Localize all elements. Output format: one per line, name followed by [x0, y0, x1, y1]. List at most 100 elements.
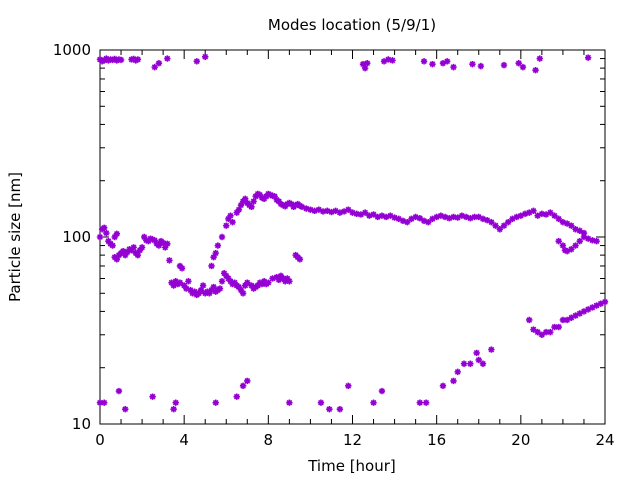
data-point — [147, 235, 154, 242]
data-point — [454, 368, 461, 376]
data-point — [433, 213, 440, 221]
data-point — [191, 288, 198, 295]
data-point — [572, 226, 579, 233]
data-point — [235, 206, 243, 213]
data-point — [349, 209, 356, 216]
data-point — [227, 278, 234, 285]
data-point — [467, 215, 474, 222]
data-point — [450, 213, 457, 221]
axes: 0 4 8 12 16 20 24 10 100 1000 — [53, 41, 615, 449]
data-point — [530, 326, 537, 333]
data-point — [138, 244, 146, 251]
data-point — [374, 213, 381, 221]
data-point — [315, 206, 323, 213]
data-point — [336, 209, 344, 216]
data-point — [126, 246, 133, 253]
y-tick-label: 100 — [62, 228, 91, 246]
data-point — [254, 282, 262, 289]
data-point — [572, 242, 579, 249]
data-point — [214, 242, 222, 249]
data-point — [500, 61, 508, 69]
data-point — [105, 57, 112, 64]
data-point — [420, 217, 428, 225]
data-point — [149, 393, 156, 400]
data-point — [134, 251, 142, 259]
data-point — [479, 360, 487, 367]
data-point — [296, 256, 304, 263]
data-point — [113, 256, 121, 263]
x-tick-label: 0 — [95, 431, 105, 449]
data-point — [250, 198, 257, 205]
data-point — [443, 58, 451, 65]
x-tick-label: 4 — [179, 431, 189, 449]
data-point — [328, 208, 335, 216]
data-point — [378, 387, 386, 395]
data-point — [492, 222, 499, 229]
data-point — [555, 323, 562, 331]
data-point — [140, 233, 148, 241]
data-point — [488, 218, 495, 226]
data-point — [439, 59, 447, 67]
data-point — [229, 218, 236, 226]
data-point — [580, 308, 588, 315]
data-point — [505, 218, 512, 226]
data-point — [568, 314, 575, 321]
data-point — [149, 236, 156, 243]
data-point — [496, 226, 503, 233]
data-point — [538, 331, 546, 338]
chart-title: Modes location (5/9/1) — [268, 16, 436, 34]
data-point — [237, 201, 245, 209]
data-point — [298, 203, 306, 211]
data-point — [357, 211, 365, 218]
data-point — [563, 220, 571, 227]
data-point — [460, 360, 468, 367]
data-point — [324, 207, 331, 215]
data-point — [155, 242, 163, 249]
data-point — [180, 282, 188, 289]
data-point — [176, 279, 184, 286]
data-point — [113, 57, 121, 64]
data-point — [143, 237, 150, 244]
data-point — [199, 282, 207, 289]
data-point — [370, 211, 377, 218]
data-point — [593, 237, 600, 245]
data-point — [526, 209, 533, 216]
data-point — [364, 59, 371, 67]
data-point — [134, 56, 142, 63]
data-point — [584, 54, 592, 61]
data-point — [593, 302, 600, 309]
data-point — [467, 360, 474, 367]
data-point — [197, 286, 205, 294]
data-point — [439, 382, 447, 390]
data-point — [128, 246, 135, 254]
data-point — [172, 399, 179, 406]
data-point — [538, 210, 546, 218]
data-point — [513, 213, 520, 221]
data-point — [223, 222, 230, 229]
data-point — [336, 405, 344, 413]
data-point — [311, 207, 318, 215]
data-point — [412, 213, 419, 221]
data-point — [254, 190, 262, 198]
data-point — [105, 237, 112, 245]
data-point — [441, 213, 449, 221]
data-point — [319, 208, 327, 215]
data-point — [307, 206, 314, 213]
data-point — [547, 328, 554, 336]
data-point — [275, 198, 283, 205]
data-point — [534, 212, 541, 219]
data-point — [389, 57, 396, 64]
data-point — [281, 278, 289, 285]
data-point — [408, 215, 415, 223]
data-point — [151, 63, 158, 71]
data-point — [265, 279, 272, 286]
data-point — [532, 66, 539, 74]
data-point — [589, 304, 596, 311]
data-point — [475, 213, 482, 221]
data-point — [563, 316, 571, 324]
data-point — [462, 213, 470, 221]
data-point — [216, 285, 224, 292]
data-point — [454, 214, 461, 221]
x-tick-label: 12 — [343, 431, 362, 449]
